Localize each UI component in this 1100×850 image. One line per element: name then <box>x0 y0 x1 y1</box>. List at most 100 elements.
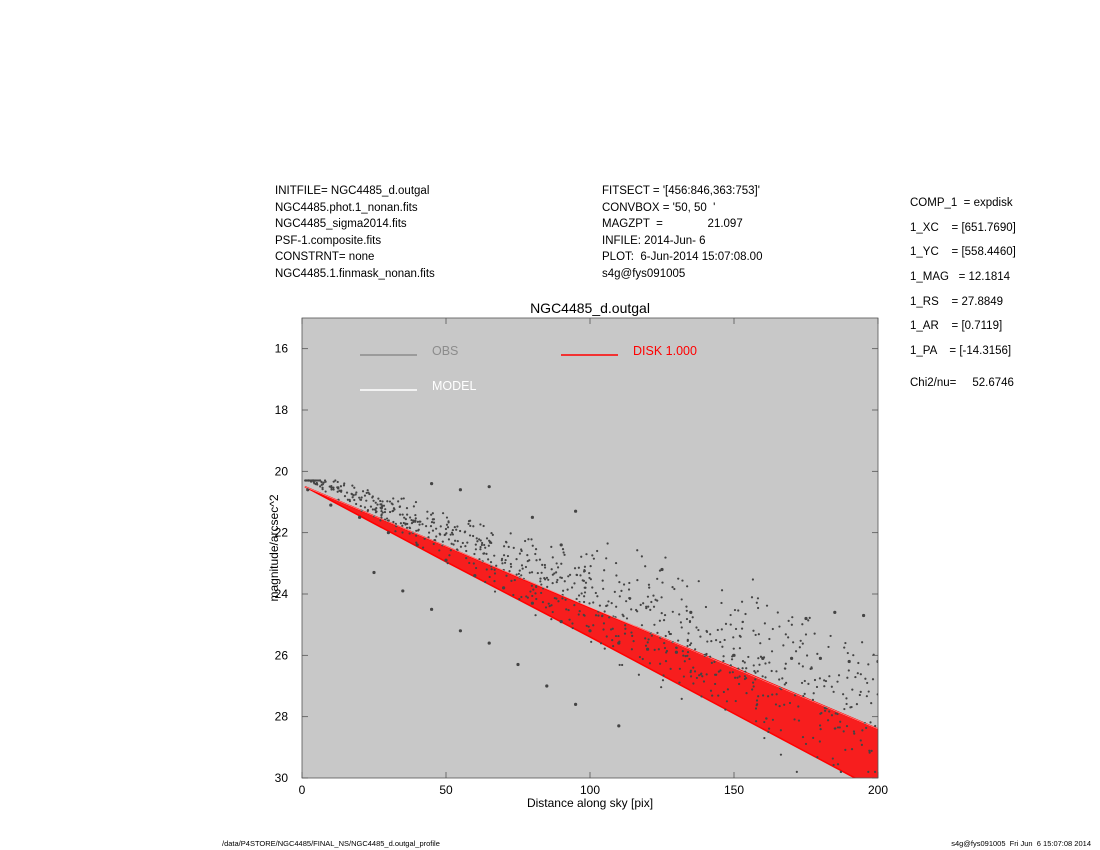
obs-point <box>678 667 681 670</box>
obs-point <box>830 685 833 688</box>
obs-point <box>459 529 462 533</box>
chart-title: NGC4485_d.outgal <box>530 300 650 316</box>
obs-point <box>762 694 765 697</box>
obs-point <box>534 614 537 617</box>
obs-point <box>737 667 740 670</box>
obs-point <box>722 690 725 694</box>
obs-point <box>778 705 781 708</box>
obs-point <box>365 491 368 495</box>
obs-point <box>320 481 323 484</box>
obs-point <box>731 671 734 674</box>
obs-point <box>571 626 574 630</box>
obs-point <box>858 693 861 697</box>
obs-point <box>761 657 764 660</box>
header-left-line: CONSTRNT= none <box>275 251 375 263</box>
obs-point <box>458 488 462 492</box>
obs-point <box>720 601 723 605</box>
obs-point <box>311 479 314 482</box>
obs-point <box>381 511 384 514</box>
obs-point <box>410 519 413 522</box>
obs-point <box>636 549 639 552</box>
y-tick-label: 20 <box>275 464 289 478</box>
obs-point <box>819 728 822 731</box>
obs-point <box>343 482 346 485</box>
obs-point <box>585 624 588 627</box>
obs-point <box>444 558 448 562</box>
obs-point <box>466 541 469 544</box>
obs-point <box>580 555 583 558</box>
obs-point <box>369 505 373 508</box>
obs-point <box>363 494 367 497</box>
y-tick-label: 24 <box>275 587 289 601</box>
obs-point <box>868 751 871 754</box>
obs-point <box>731 655 734 658</box>
y-tick-label: 16 <box>275 342 289 356</box>
obs-point <box>588 602 591 605</box>
obs-point <box>741 667 744 670</box>
obs-point <box>366 508 370 512</box>
obs-point <box>495 564 498 567</box>
obs-point <box>738 647 742 650</box>
header-left-line: NGC4485.phot.1_nonan.fits <box>275 201 418 214</box>
obs-point <box>354 493 357 496</box>
obs-point <box>543 563 546 567</box>
obs-point <box>531 594 534 598</box>
obs-point <box>839 720 842 723</box>
obs-point <box>682 675 685 678</box>
obs-point <box>779 729 782 732</box>
obs-point <box>515 573 518 576</box>
obs-point <box>771 627 774 631</box>
obs-point <box>860 743 863 746</box>
obs-point <box>424 525 428 528</box>
obs-point <box>828 710 831 713</box>
obs-point <box>775 670 778 673</box>
obs-point <box>657 648 660 651</box>
obs-point <box>638 655 641 659</box>
obs-point <box>588 629 592 633</box>
obs-point <box>430 607 434 611</box>
obs-point <box>686 654 689 657</box>
obs-point <box>720 628 723 631</box>
obs-point <box>345 491 349 494</box>
obs-point <box>778 678 781 681</box>
obs-point <box>598 604 602 607</box>
obs-point <box>550 545 553 548</box>
obs-point <box>526 560 529 563</box>
obs-point <box>401 513 404 516</box>
header-left-block: INITFILE= NGC4485_d.outgal NGC4485.phot.1… <box>275 183 435 282</box>
obs-point <box>408 532 411 535</box>
obs-point <box>488 575 491 579</box>
obs-point <box>592 624 595 627</box>
obs-point <box>730 658 734 661</box>
obs-point <box>812 736 815 739</box>
obs-point <box>414 500 418 504</box>
fit-parameter-line: 1_MAG = 12.1814 <box>910 271 1011 284</box>
obs-point <box>475 566 478 570</box>
obs-point <box>826 719 830 722</box>
obs-point <box>339 485 343 488</box>
obs-point <box>839 770 843 773</box>
obs-point <box>664 660 668 663</box>
obs-point <box>620 589 623 592</box>
obs-point <box>431 512 434 515</box>
obs-point <box>801 735 805 739</box>
obs-point <box>671 586 674 589</box>
obs-point <box>842 693 845 696</box>
obs-point <box>779 753 783 756</box>
obs-point <box>401 524 404 527</box>
obs-point <box>823 709 827 712</box>
obs-point <box>645 605 648 608</box>
obs-point <box>479 548 482 551</box>
obs-point <box>468 534 472 537</box>
obs-point <box>778 625 781 628</box>
obs-point <box>636 579 639 582</box>
obs-point <box>451 528 454 532</box>
x-tick-label: 50 <box>439 783 453 797</box>
obs-point <box>874 724 877 728</box>
obs-point <box>630 608 633 611</box>
obs-point <box>416 529 420 532</box>
model-line-layer <box>304 486 879 730</box>
obs-point <box>315 482 318 485</box>
obs-point <box>801 642 804 645</box>
obs-point <box>844 641 847 645</box>
